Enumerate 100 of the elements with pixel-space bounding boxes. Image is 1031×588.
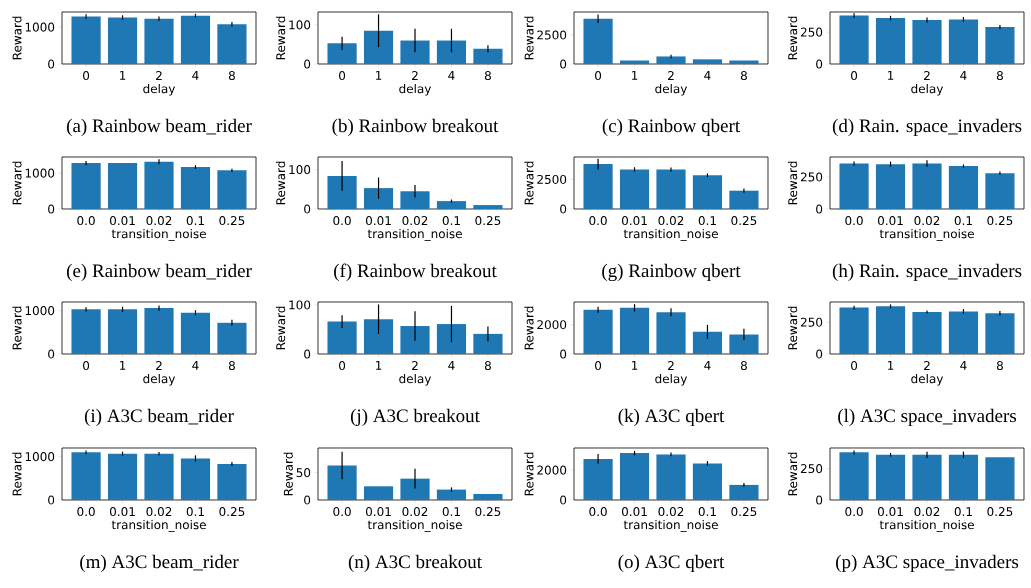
bar [327, 175, 357, 209]
x-tick-label: 0.01 [365, 507, 391, 517]
bar [729, 334, 759, 354]
bar [473, 205, 503, 209]
x-tick-label: 0.1 [442, 507, 460, 517]
x-tick-label: 0.25 [731, 507, 757, 517]
bar [985, 313, 1015, 354]
y-axis-title: Reward [12, 161, 22, 205]
bar [985, 27, 1015, 64]
x-tick-label: 8 [228, 361, 235, 371]
bar [692, 175, 723, 209]
bar [71, 163, 101, 209]
bar [363, 319, 394, 354]
y-tick-label: 2000 [537, 465, 567, 475]
bar [107, 17, 138, 64]
x-tick-label: 0 [339, 361, 346, 371]
x-tick-label: 0 [339, 71, 346, 81]
x-tick-label: 0.0 [589, 507, 607, 517]
text: (l) A3C space_invaders [838, 408, 1017, 427]
x-tick-label: 0.1 [698, 216, 716, 226]
x-tick-label: 4 [704, 361, 711, 370]
bar [473, 493, 503, 500]
bar [71, 452, 101, 500]
x-tick-label: 0.1 [954, 507, 972, 517]
x-tick-label: 0.25 [987, 216, 1013, 226]
bar [180, 458, 211, 500]
bar [948, 19, 979, 64]
x-tick-label: 4 [960, 71, 967, 80]
x-tick-label: 0.01 [877, 216, 903, 226]
text: (i) A3C beam_rider [84, 408, 234, 427]
bar [180, 167, 211, 209]
x-tick-label: 0.25 [475, 507, 501, 517]
x-tick-label: 0.1 [954, 216, 972, 226]
x-tick-label: 0.02 [146, 507, 172, 517]
x-tick-label: 1 [888, 361, 894, 370]
y-tick-label: 0 [560, 495, 567, 505]
y-tick-label: 1000 [25, 306, 55, 316]
bar [327, 321, 357, 354]
bar [107, 163, 138, 209]
bar [363, 486, 394, 500]
y-tick-label: 0 [560, 59, 567, 69]
x-tick-label: 0.1 [186, 216, 204, 226]
bar [217, 24, 247, 64]
y-tick-label: 100 [289, 20, 311, 30]
bar [327, 465, 357, 500]
x-tick-label: 8 [484, 361, 491, 371]
x-tick-label: 0.0 [77, 216, 95, 226]
bar [619, 307, 650, 354]
x-tick-label: 0.01 [877, 507, 903, 517]
y-tick-label: 2000 [537, 320, 567, 330]
x-tick-label: 0.02 [658, 507, 684, 517]
x-tick-label: 2 [412, 361, 418, 370]
x-tick-label: 0.02 [658, 216, 684, 226]
x-tick-label: 1 [376, 71, 382, 80]
bar [400, 478, 430, 500]
bar [729, 484, 759, 500]
y-tick-label: 250 [800, 464, 823, 474]
x-tick-label: 0 [83, 361, 90, 371]
x-tick-label: 0 [595, 71, 602, 81]
bar [180, 15, 211, 64]
bar [144, 18, 174, 64]
y-axis-title: Reward [524, 452, 534, 496]
y-tick-label: 0 [816, 204, 823, 214]
x-axis-title: transition_noise [111, 519, 206, 532]
y-tick-label: 50 [296, 468, 311, 478]
bar [619, 169, 650, 209]
bar [656, 312, 686, 354]
x-tick-label: 2 [668, 71, 674, 80]
text: (p) A3C space_invaders [836, 554, 1019, 573]
y-tick-label: 0 [48, 204, 55, 214]
x-axis-title: transition_noise [879, 228, 974, 241]
bar [656, 56, 686, 64]
y-tick-label: 0 [304, 495, 311, 505]
y-axis-title: Reward [275, 161, 286, 205]
bar [729, 190, 759, 209]
x-tick-label: 0.01 [109, 507, 135, 517]
bar [875, 18, 906, 64]
bar [473, 48, 503, 64]
bar [400, 40, 430, 64]
x-tick-label: 4 [960, 361, 967, 370]
text: (k) A3C qbert [618, 408, 725, 427]
y-tick-label: 0 [560, 349, 567, 359]
y-tick-label: 250 [800, 172, 823, 182]
y-tick-label: 0 [304, 349, 311, 359]
text: (n) A3C breakout [348, 554, 482, 573]
y-axis-title: Reward [524, 16, 534, 60]
text: (c) Rainbow qbert [602, 118, 741, 137]
bar [180, 312, 211, 354]
x-tick-label: 0.02 [402, 216, 428, 226]
y-tick-label: 0 [560, 204, 567, 214]
x-tick-label: 0.02 [914, 507, 940, 517]
bar [656, 454, 686, 500]
bar [144, 453, 174, 500]
bar [692, 331, 723, 354]
x-tick-label: 1 [376, 361, 382, 370]
text: (e) Rainbow beam_rider [66, 263, 252, 282]
x-tick-label: 0.02 [146, 216, 172, 226]
x-tick-label: 0.1 [442, 216, 460, 226]
bar [436, 40, 467, 64]
x-axis-title: transition_noise [623, 519, 718, 532]
